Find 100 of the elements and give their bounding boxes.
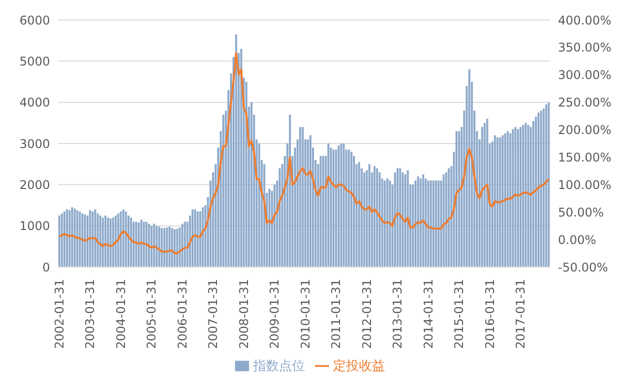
bar xyxy=(60,213,63,267)
bar xyxy=(245,82,248,267)
bar xyxy=(153,224,156,267)
bar xyxy=(127,216,130,267)
bar xyxy=(396,168,399,267)
bar xyxy=(274,184,276,267)
bar xyxy=(250,102,252,267)
bar xyxy=(63,211,66,267)
bar xyxy=(522,124,524,267)
bar xyxy=(499,137,502,267)
bar xyxy=(537,112,540,267)
y2-tick-label: -50.00% xyxy=(558,260,608,274)
bar xyxy=(235,34,238,267)
bar xyxy=(338,146,340,267)
y-tick-label: 0 xyxy=(42,260,50,274)
x-tick-label: 2012-01-31 xyxy=(360,279,374,349)
bar xyxy=(486,118,488,267)
bar xyxy=(340,144,342,267)
bar xyxy=(448,168,450,267)
y-tick-label: 5000 xyxy=(19,54,50,68)
bar xyxy=(438,180,440,267)
bar xyxy=(181,224,184,267)
bar xyxy=(288,114,291,267)
x-tick-label: 2017-01-31 xyxy=(514,279,528,349)
bar xyxy=(117,213,120,267)
bar xyxy=(532,120,534,267)
bar xyxy=(524,122,527,267)
bar xyxy=(258,144,260,267)
bar xyxy=(368,164,370,267)
bar xyxy=(516,129,519,267)
line-series xyxy=(58,52,550,254)
bar xyxy=(406,170,409,267)
bar xyxy=(94,209,96,267)
bar xyxy=(171,228,174,267)
bar xyxy=(512,129,514,267)
bar xyxy=(506,131,509,267)
bar xyxy=(496,137,498,267)
bar xyxy=(394,172,396,267)
bar xyxy=(404,174,406,267)
bar xyxy=(330,148,332,267)
legend-label: 指数点位 xyxy=(253,359,305,374)
x-tick-label: 2016-01-31 xyxy=(482,279,497,349)
y2-tick-label: 100.00% xyxy=(558,178,612,192)
y2-tick-label: 350.00% xyxy=(558,40,612,55)
bar xyxy=(306,139,309,267)
bar xyxy=(76,210,78,267)
bar xyxy=(378,172,381,267)
x-tick-label: 2010-01-31 xyxy=(298,279,312,349)
bar xyxy=(99,216,102,267)
bar xyxy=(199,211,202,267)
legend-label: 定投收益 xyxy=(333,359,385,374)
x-tick-label: 2015-01-31 xyxy=(452,279,466,349)
bar xyxy=(222,114,224,267)
bar xyxy=(89,210,92,267)
bar xyxy=(514,127,516,267)
y2-tick-label: 400.00% xyxy=(558,13,612,28)
bar xyxy=(427,180,430,267)
bar xyxy=(352,156,355,267)
bar xyxy=(120,211,122,267)
bar xyxy=(112,218,114,267)
bar xyxy=(142,222,145,267)
y-tick-label: 6000 xyxy=(19,13,50,28)
bar xyxy=(163,228,166,267)
bar xyxy=(132,222,135,267)
bar xyxy=(166,227,168,267)
bar xyxy=(445,172,448,267)
bar xyxy=(434,180,437,267)
bar xyxy=(299,127,302,267)
bar xyxy=(309,135,312,267)
bar xyxy=(414,180,416,267)
y-tick-label: 2000 xyxy=(19,178,50,192)
bar xyxy=(145,222,148,267)
bar xyxy=(176,228,178,267)
x-tick-label: 2011-01-31 xyxy=(329,279,344,349)
bar xyxy=(156,226,158,267)
bar xyxy=(278,168,281,267)
bar xyxy=(504,133,506,267)
y2-tick-label: 150.00% xyxy=(558,150,612,164)
bar xyxy=(458,131,460,267)
bar xyxy=(71,207,74,267)
bar xyxy=(432,180,434,267)
bar xyxy=(545,104,548,267)
bar xyxy=(202,207,204,267)
bar xyxy=(78,211,81,267)
x-tick-label: 2005-01-31 xyxy=(144,279,159,349)
bar xyxy=(66,209,68,267)
bar xyxy=(84,214,86,267)
bar xyxy=(376,168,378,267)
bar xyxy=(481,127,484,267)
bar xyxy=(358,162,360,267)
bar xyxy=(455,131,458,267)
bar xyxy=(135,222,138,267)
bar xyxy=(484,122,486,267)
bar xyxy=(114,216,117,267)
x-tick-label: 2008-01-31 xyxy=(236,279,251,349)
bar xyxy=(420,178,422,267)
bar xyxy=(140,220,142,267)
bar xyxy=(192,209,194,267)
x-tick-label: 2002-01-31 xyxy=(52,279,66,349)
x-tick-label: 2009-01-31 xyxy=(268,279,282,349)
